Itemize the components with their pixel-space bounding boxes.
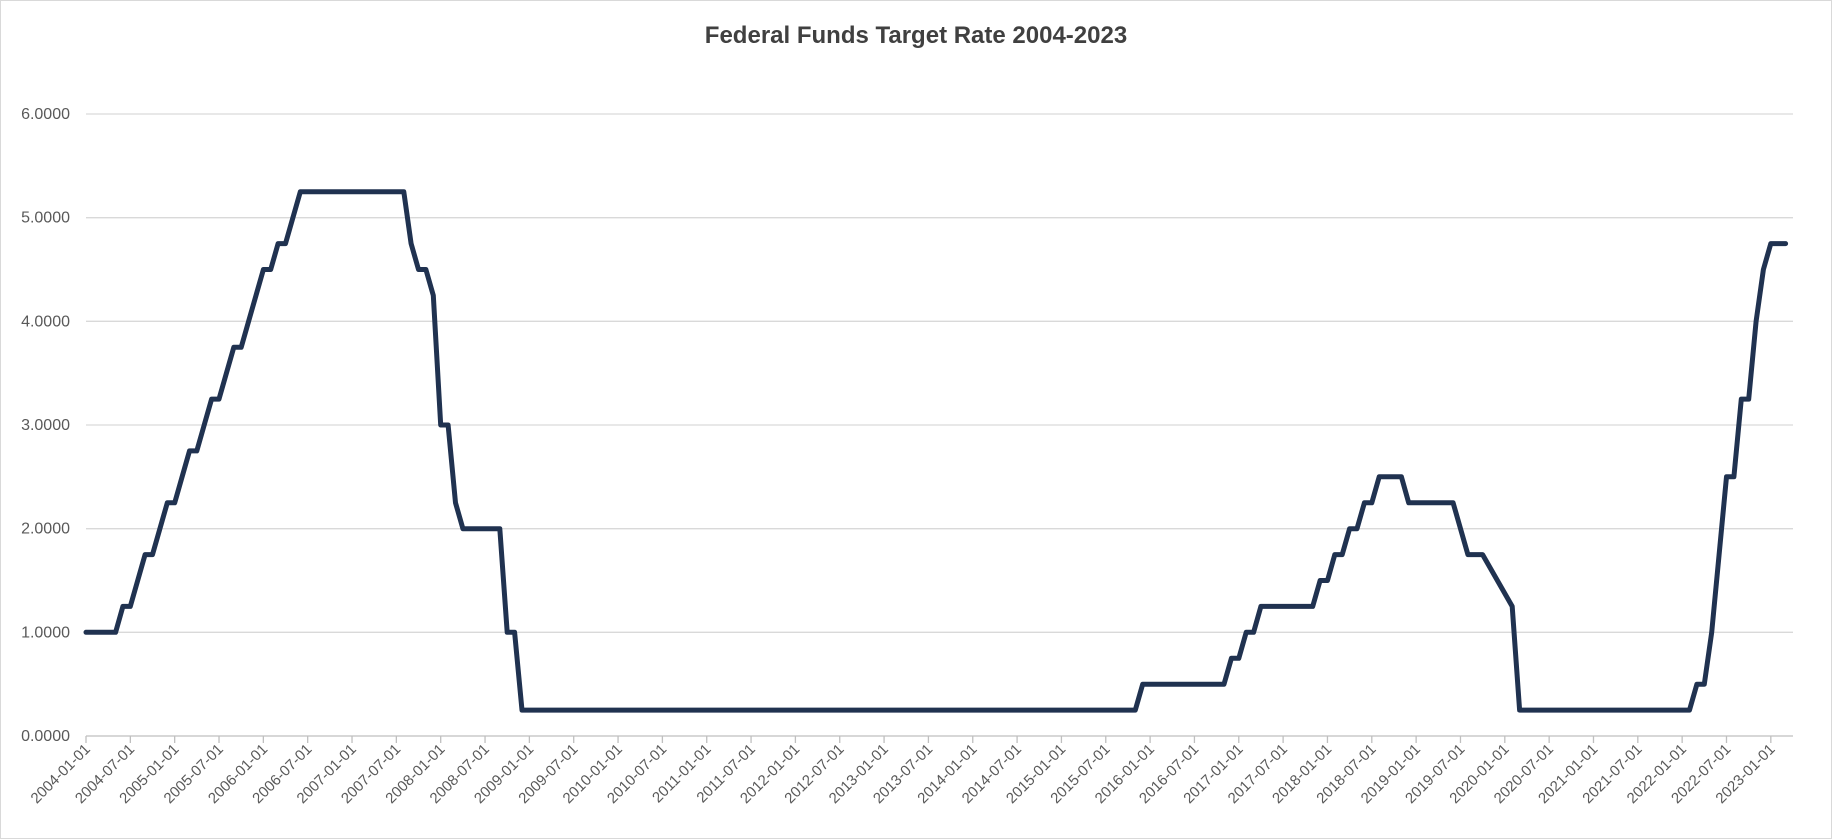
y-tick-label: 6.0000 xyxy=(21,106,70,123)
y-tick-label: 0.0000 xyxy=(21,728,70,745)
series-layer xyxy=(83,189,1789,713)
y-tick-label: 2.0000 xyxy=(21,521,70,538)
x-axis: 2004-01-012004-07-012005-01-012005-07-01… xyxy=(28,735,1793,807)
y-tick-label: 5.0000 xyxy=(21,210,70,227)
y-axis-ticks: 0.0000 1.0000 2.0000 3.0000 4.0000 5.0000 6.00… xyxy=(21,106,70,745)
y-tick-label: 4.0000 xyxy=(21,313,70,330)
series-line xyxy=(83,189,1789,713)
y-tick-label: 3.0000 xyxy=(21,417,70,434)
y-tick-label: 1.0000 xyxy=(21,624,70,641)
gridlines xyxy=(86,113,1793,633)
chart-title: Federal Funds Target Rate 2004-2023 xyxy=(705,22,1127,49)
